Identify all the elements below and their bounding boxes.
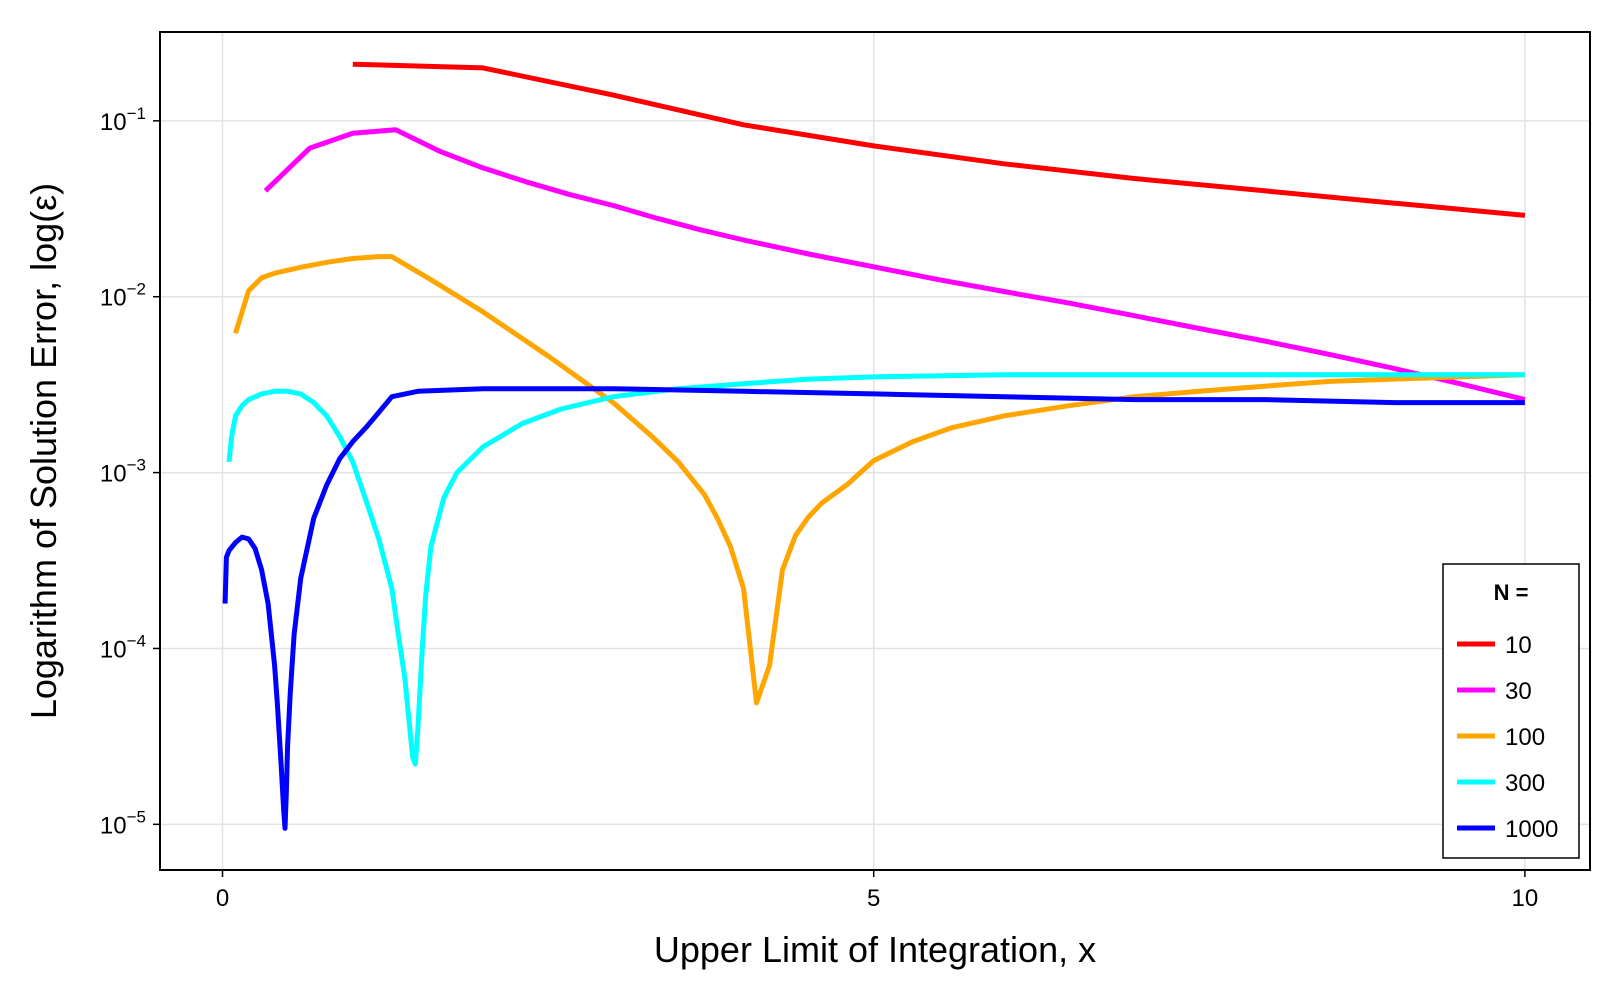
y-tick-label-base: 10	[100, 812, 127, 839]
y-tick-label-base: 10	[100, 285, 127, 312]
y-tick-label-exponent: −2	[127, 280, 146, 299]
x-tick-label: 10	[1512, 885, 1539, 912]
series-line-300	[226, 372, 1525, 767]
y-tick-label: 10−2	[100, 280, 146, 312]
y-tick-label-base: 10	[100, 636, 127, 663]
y-tick-label: 10−1	[100, 104, 146, 136]
legend-items: 10 30 100 300 1000	[1457, 632, 1558, 843]
series-line-30	[263, 127, 1526, 403]
plot-frame	[159, 31, 1591, 871]
y-ticks: 10−110−210−310−410−5	[100, 104, 160, 839]
legend-label: 10	[1505, 632, 1532, 659]
legend-title: N =	[1494, 580, 1529, 605]
series-layer	[222, 61, 1526, 831]
x-tick-label: 5	[867, 885, 880, 912]
y-tick-label-exponent: −5	[127, 807, 146, 826]
y-tick-label-exponent: −4	[127, 631, 146, 650]
legend-label: 30	[1505, 678, 1532, 705]
y-tick-label-base: 10	[100, 109, 127, 136]
legend: N = 10 30 100 300 1000	[1442, 563, 1580, 859]
y-axis-label: Logarithm of Solution Error, log(ε)	[23, 183, 64, 719]
y-tick-label-exponent: −3	[127, 456, 146, 475]
x-ticks: 0 5 10	[216, 870, 1538, 912]
y-tick-label: 10−4	[100, 631, 146, 663]
y-tick-label: 10−3	[100, 456, 146, 488]
series-line-1000	[222, 386, 1525, 831]
legend-label: 300	[1505, 770, 1545, 797]
legend-label: 1000	[1505, 816, 1558, 843]
x-axis-label: Upper Limit of Integration, x	[654, 929, 1096, 970]
x-tick-label: 0	[216, 885, 229, 912]
y-tick-label-base: 10	[100, 461, 127, 488]
y-tick-label: 10−5	[100, 807, 146, 839]
legend-box	[1442, 563, 1580, 859]
series-line-10	[352, 61, 1526, 218]
y-tick-label-exponent: −1	[127, 104, 146, 123]
legend-label: 100	[1505, 724, 1545, 751]
